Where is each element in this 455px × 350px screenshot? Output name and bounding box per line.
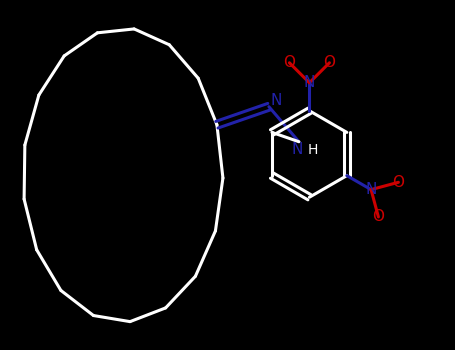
Text: O: O: [392, 175, 404, 190]
Text: N: N: [270, 93, 282, 108]
Text: O: O: [372, 209, 384, 224]
Text: N: N: [291, 142, 303, 157]
Text: O: O: [324, 55, 335, 70]
Text: N: N: [365, 182, 377, 197]
Text: O: O: [283, 55, 295, 70]
Text: N: N: [304, 75, 315, 90]
Text: H: H: [308, 143, 318, 157]
